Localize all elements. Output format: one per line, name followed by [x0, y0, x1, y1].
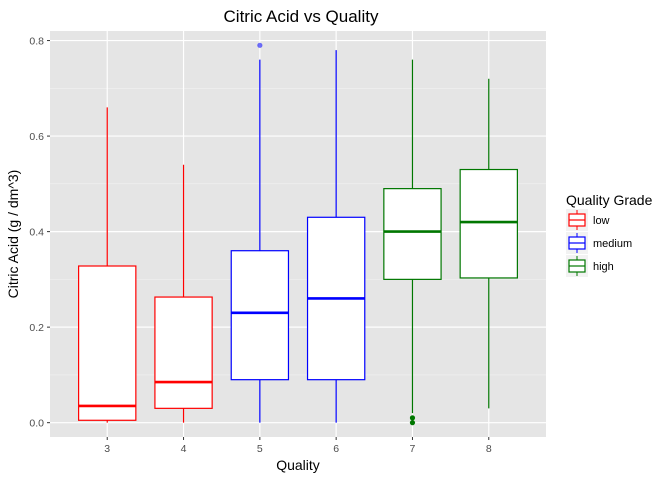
box-4 — [154, 164, 213, 423]
x-axis-label: Quality — [276, 457, 320, 473]
box-7 — [383, 59, 442, 426]
legend-label: medium — [593, 238, 632, 250]
y-axis-label: Citric Acid (g / dm^3) — [5, 170, 21, 299]
x-axis: 3 4 5 6 7 8 — [104, 437, 492, 455]
legend-item-high: high — [566, 255, 614, 277]
box-3 — [78, 107, 137, 423]
x-tick-label: 4 — [181, 443, 187, 455]
outlier-point — [409, 415, 416, 421]
y-axis: 0.0 0.2 0.4 0.6 0.8 — [29, 36, 50, 430]
legend-title: Quality Grade — [566, 192, 653, 208]
box-body — [459, 168, 518, 279]
box-body — [383, 188, 442, 280]
legend: Quality Grade low medium high — [566, 192, 653, 277]
box-body — [78, 265, 137, 421]
legend-item-medium: medium — [566, 232, 632, 254]
x-tick-label: 7 — [410, 443, 416, 455]
legend-label: high — [593, 261, 614, 273]
x-tick-label: 5 — [257, 443, 263, 455]
y-tick-label: 0.8 — [29, 36, 44, 48]
x-tick-label: 6 — [333, 443, 339, 455]
outlier-point — [257, 42, 263, 48]
y-tick-label: 0.4 — [29, 227, 44, 239]
y-tick-label: 0.6 — [29, 131, 44, 143]
y-tick-label: 0.0 — [29, 418, 44, 430]
box-body — [154, 296, 213, 409]
x-tick-label: 3 — [104, 443, 110, 455]
box-5 — [230, 42, 290, 423]
x-tick-label: 8 — [486, 443, 492, 455]
outlier-point — [409, 420, 416, 426]
y-tick-label: 0.2 — [29, 322, 44, 334]
chart-title: Citric Acid vs Quality — [224, 7, 379, 26]
box-8 — [459, 78, 518, 409]
box-6 — [306, 50, 366, 423]
legend-item-low: low — [566, 209, 610, 231]
legend-label: low — [593, 215, 610, 227]
box-layer — [78, 42, 518, 426]
box-body — [230, 250, 290, 381]
